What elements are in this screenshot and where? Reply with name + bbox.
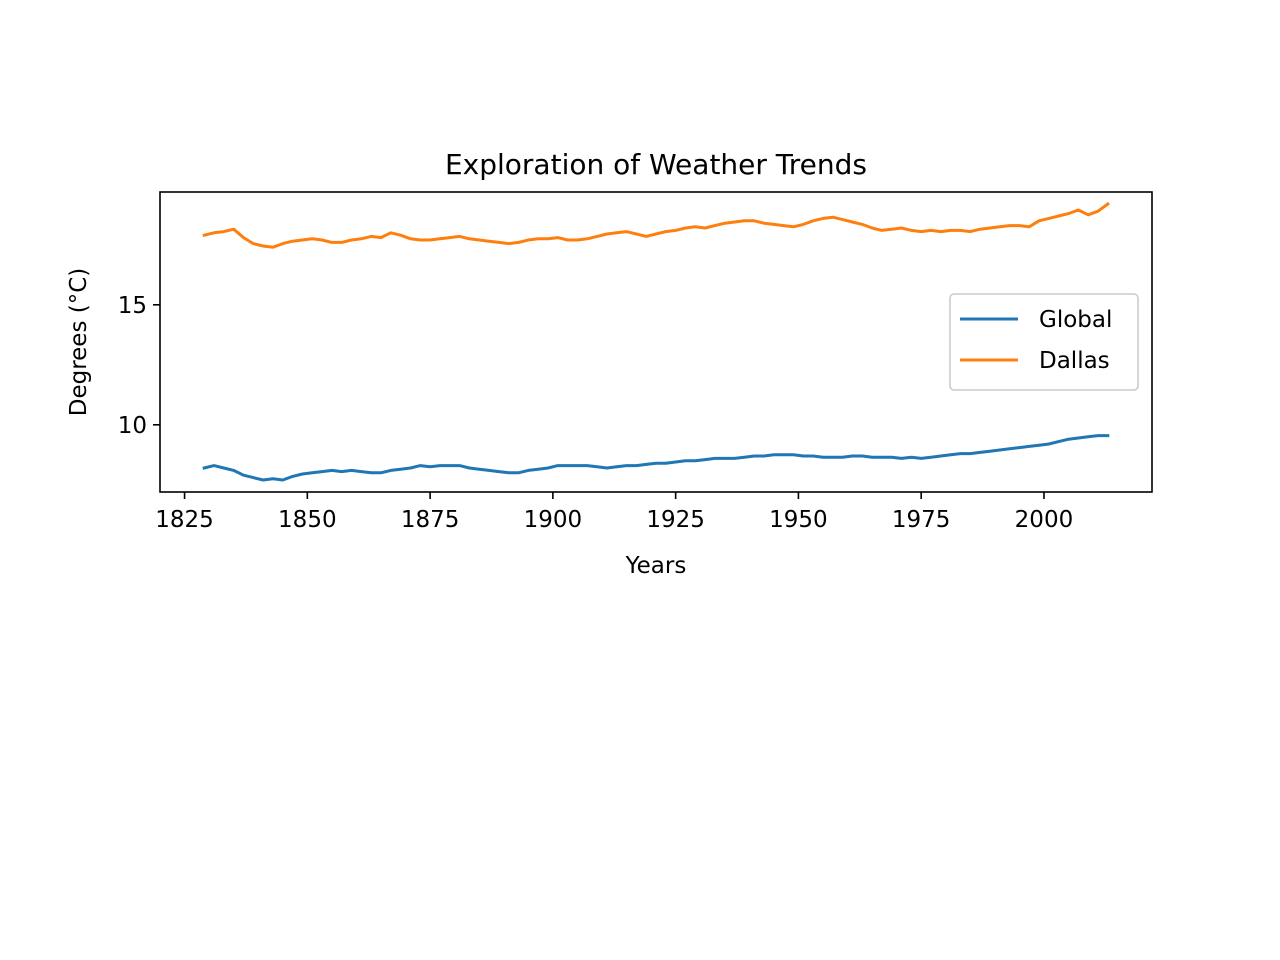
axes-ticks: 1825 1850 1875 1900 1925 1950 1975 2000 10 15 (118, 293, 1074, 533)
x-tick-label: 1975 (892, 507, 951, 533)
x-tick-label: 1875 (401, 507, 460, 533)
legend: Global Dallas (949, 293, 1139, 391)
x-tick-label: 1900 (524, 507, 583, 533)
x-tick-label: 1850 (278, 507, 337, 533)
y-tick-label: 15 (118, 293, 147, 319)
x-tick-label: 2000 (1015, 507, 1074, 533)
x-axis-label: Years (625, 553, 687, 579)
y-tick-label: 10 (118, 413, 147, 439)
legend-label-global: Global (1039, 307, 1112, 333)
chart-title: Exploration of Weather Trends (445, 148, 867, 181)
y-axis-label: Degrees (°C) (66, 268, 92, 417)
series-lines (202, 201, 1110, 482)
plot-frame (159, 191, 1153, 493)
x-tick-label: 1925 (646, 507, 705, 533)
series-line-dallas (202, 201, 1110, 249)
series-line-global (202, 434, 1110, 482)
x-tick-label: 1950 (769, 507, 828, 533)
x-tick-label: 1825 (155, 507, 214, 533)
legend-label-dallas: Dallas (1039, 348, 1110, 374)
